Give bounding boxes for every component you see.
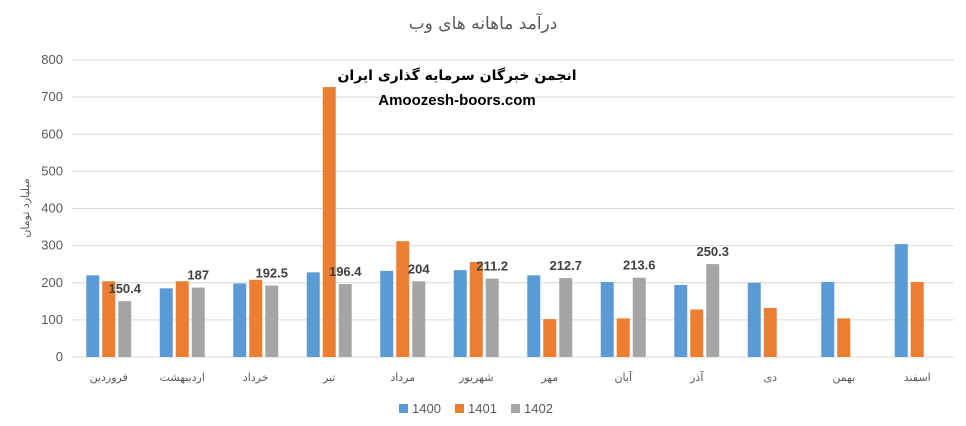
y-tick-label: 400 xyxy=(41,201,63,216)
gridlines xyxy=(72,59,954,358)
y-tick-label: 800 xyxy=(41,52,63,67)
y-tick-label: 600 xyxy=(41,126,63,141)
bar-1402-4 xyxy=(412,281,426,357)
bar-1401-11 xyxy=(910,282,924,357)
x-tick-label: مرداد xyxy=(390,371,415,384)
legend-label: 1401 xyxy=(468,401,497,416)
bar-1402-7 xyxy=(632,277,646,357)
data-label: 211.2 xyxy=(476,259,508,274)
x-tick-labels: فروردین اردیبهشت خرداد تیر مرداد شهریور مهر آبا… xyxy=(90,370,931,384)
x-tick-label: مهر xyxy=(540,371,558,384)
bar-1402-2 xyxy=(265,285,279,357)
bar-1400-10 xyxy=(821,282,835,357)
bar-1401-8 xyxy=(690,309,704,357)
x-tick-label: تیر xyxy=(322,371,335,384)
data-label: 192.5 xyxy=(255,266,288,281)
y-tick-label: 200 xyxy=(41,275,63,290)
bar-1400-1 xyxy=(159,288,173,357)
data-label: 204 xyxy=(408,261,430,276)
bar-1401-7 xyxy=(616,318,630,357)
bar-1400-5 xyxy=(453,270,467,357)
data-label: 250.3 xyxy=(696,244,729,259)
x-tick-label: خرداد xyxy=(243,371,269,384)
bar-1401-1 xyxy=(175,281,189,357)
bar-1400-7 xyxy=(600,282,614,357)
x-tick-label: آبان xyxy=(614,370,632,384)
legend-swatch xyxy=(511,404,520,413)
bar-1401-4 xyxy=(396,241,410,357)
bar-1400-6 xyxy=(527,275,541,357)
bar-1402-5 xyxy=(485,278,499,357)
bar-1402-3 xyxy=(338,284,352,357)
bar-1402-6 xyxy=(559,278,573,357)
bar-1401-0 xyxy=(102,281,116,357)
legend: 1400 1401 1402 xyxy=(399,401,553,416)
legend-swatch xyxy=(455,404,464,413)
data-label: 213.6 xyxy=(623,258,656,273)
bars xyxy=(86,87,924,357)
data-label: 212.7 xyxy=(549,258,582,273)
bar-1400-11 xyxy=(894,244,908,357)
x-tick-label: فروردین xyxy=(90,371,128,384)
y-tick-label: 100 xyxy=(41,312,63,327)
legend-label: 1400 xyxy=(412,401,441,416)
x-tick-label: اردیبهشت xyxy=(160,371,205,384)
bar-1400-2 xyxy=(233,283,247,357)
bar-1402-0 xyxy=(118,301,132,357)
x-tick-label: بهمن xyxy=(832,371,855,384)
bar-1400-0 xyxy=(86,275,100,357)
bar-1400-3 xyxy=(306,272,320,357)
legend-swatch xyxy=(399,404,408,413)
bar-1402-1 xyxy=(191,287,205,357)
bar-1401-2 xyxy=(249,279,263,357)
bar-1400-8 xyxy=(674,284,688,357)
watermark-line2: Amoozesh-boors.com xyxy=(378,92,536,109)
y-axis-label: میلیارد تومان xyxy=(19,178,32,237)
y-tick-label: 500 xyxy=(41,163,63,178)
x-tick-label: اسفند xyxy=(904,371,931,384)
bar-1401-9 xyxy=(763,307,777,357)
bar-1400-4 xyxy=(380,270,394,357)
y-tick-label: 0 xyxy=(56,349,63,364)
bar-1401-3 xyxy=(322,87,336,357)
chart-title: درآمد ماهانه های وب xyxy=(409,12,558,34)
legend-label: 1402 xyxy=(524,401,553,416)
watermark-line1: انجمن خبرگان سرمایه گذاری ایران xyxy=(337,67,576,84)
x-tick-label: آذر xyxy=(689,370,704,384)
data-labels: 150.4 187 192.5 196.4 204 211.2 212.7 213.6 250.… xyxy=(108,244,729,296)
bar-1402-8 xyxy=(706,264,720,357)
y-tick-label: 300 xyxy=(41,238,63,253)
x-tick-label: شهریور xyxy=(458,371,493,384)
bar-1400-9 xyxy=(747,282,761,357)
bar-1401-6 xyxy=(543,319,557,357)
data-label: 150.4 xyxy=(108,281,141,296)
y-tick-label: 700 xyxy=(41,89,63,104)
bar-1401-10 xyxy=(837,318,851,357)
y-tick-labels: 0 100 200 300 400 500 600 700 800 xyxy=(41,52,63,364)
bar-1401-5 xyxy=(469,261,483,357)
data-label: 187 xyxy=(187,268,209,283)
data-label: 196.4 xyxy=(329,264,362,279)
x-tick-label: دی xyxy=(763,371,777,384)
